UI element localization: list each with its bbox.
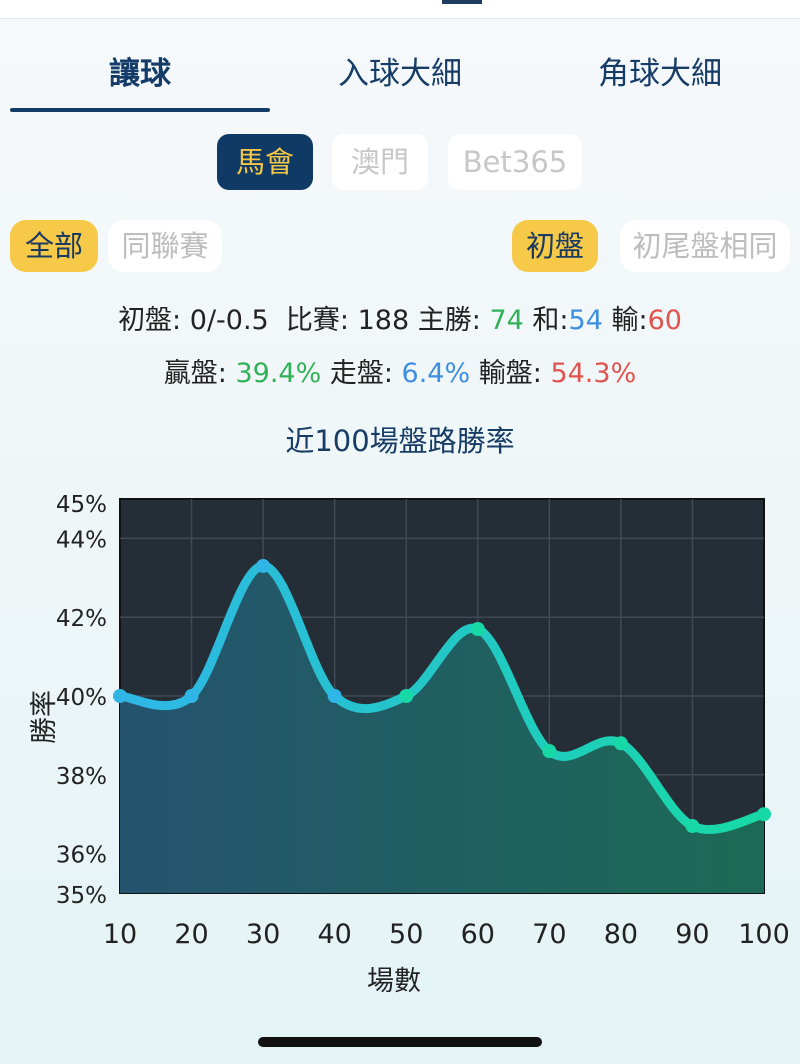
x-tick-label: 60 [461,919,495,950]
x-tick-label: 100 [738,919,790,950]
top-indicator [442,0,482,4]
tab-corners[interactable]: 角球大細 [598,56,722,92]
draw-value: 54 [568,305,603,336]
bookmaker-bet365-button[interactable]: Bet365 [448,134,582,190]
initial-line-value: 0/-0.5 [189,305,269,336]
x-tick-label: 30 [246,919,280,950]
loss-value: 60 [647,305,682,336]
data-point [184,689,199,703]
win-pct-label: 贏盤: [163,358,227,389]
y-tick-labels: 35% 36% 38% 40% 42% 44% 45% [56,492,107,909]
data-point [256,558,271,573]
y-tick-label: 40% [56,685,107,711]
x-tick-label: 80 [604,919,638,950]
stats-line-2: 贏盤: 39.4% 走盤: 6.4% 輸盤: 54.3% [0,351,800,390]
tab-bar: 讓球 入球大細 角球大細 [0,30,800,114]
filter-same-league-button[interactable]: 同聯賽 [108,220,222,272]
y-tick-label: 44% [56,527,107,553]
y-tick-label: 38% [56,764,107,790]
home-win-label: 主勝: [417,305,481,336]
initial-line-label: 初盤: [118,305,182,336]
filter-initial-line-button[interactable]: 初盤 [512,220,598,272]
data-point [470,622,485,637]
stats-line-1: 初盤: 0/-0.5 比賽: 188 主勝: 74 和:54 輸:60 [0,298,800,337]
series-area [120,565,764,893]
data-point [113,689,127,703]
bookmaker-hkjc-button[interactable]: 馬會 [217,134,313,190]
win-rate-chart: 35% 36% 38% 40% 42% 44% 45% 10 20 30 40 50 60 70 80 90… [29,492,790,997]
y-tick-label: 36% [56,843,107,869]
data-point [327,689,342,703]
push-pct-label: 走盤: [329,358,393,389]
active-tab-underline [10,108,270,112]
x-tick-label: 90 [675,919,709,950]
y-tick-label: 35% [56,883,107,909]
filter-all-button[interactable]: 全部 [10,220,98,272]
draw-label: 和: [532,305,569,336]
home-indicator [258,1037,542,1047]
data-point [542,744,557,759]
x-tick-labels: 10 20 30 40 50 60 70 80 90 100 [103,919,790,950]
top-bar [0,0,800,19]
filter-same-final-line-button[interactable]: 初尾盤相同 [620,220,790,272]
bookmaker-macau-button[interactable]: 澳門 [332,134,428,190]
x-tick-label: 20 [174,919,208,950]
win-pct-value: 39.4% [235,358,322,389]
lose-pct-label: 輸盤: [478,358,542,389]
matches-value: 188 [357,305,410,336]
loss-label: 輸: [611,305,648,336]
x-tick-label: 10 [103,919,137,950]
data-point [685,819,700,834]
y-axis-label: 勝率 [29,690,60,744]
y-tick-label: 45% [56,492,107,518]
data-point [757,807,771,822]
x-axis-label: 場數 [367,966,421,997]
series-line [115,561,769,835]
lose-pct-value: 54.3% [550,358,637,389]
x-tick-label: 40 [317,919,351,950]
tab-total-goals[interactable]: 入球大細 [338,56,462,92]
push-pct-value: 6.4% [401,358,471,389]
series-points [113,558,771,834]
x-tick-label: 50 [389,919,423,950]
data-point [399,689,414,703]
y-tick-label: 42% [56,606,107,632]
matches-label: 比賽: [285,305,350,336]
home-win-value: 74 [489,305,524,336]
chart-title: 近100場盤路勝率 [285,424,515,458]
x-tick-label: 70 [532,919,566,950]
tab-handicap[interactable]: 讓球 [109,56,171,92]
data-point [613,736,628,751]
